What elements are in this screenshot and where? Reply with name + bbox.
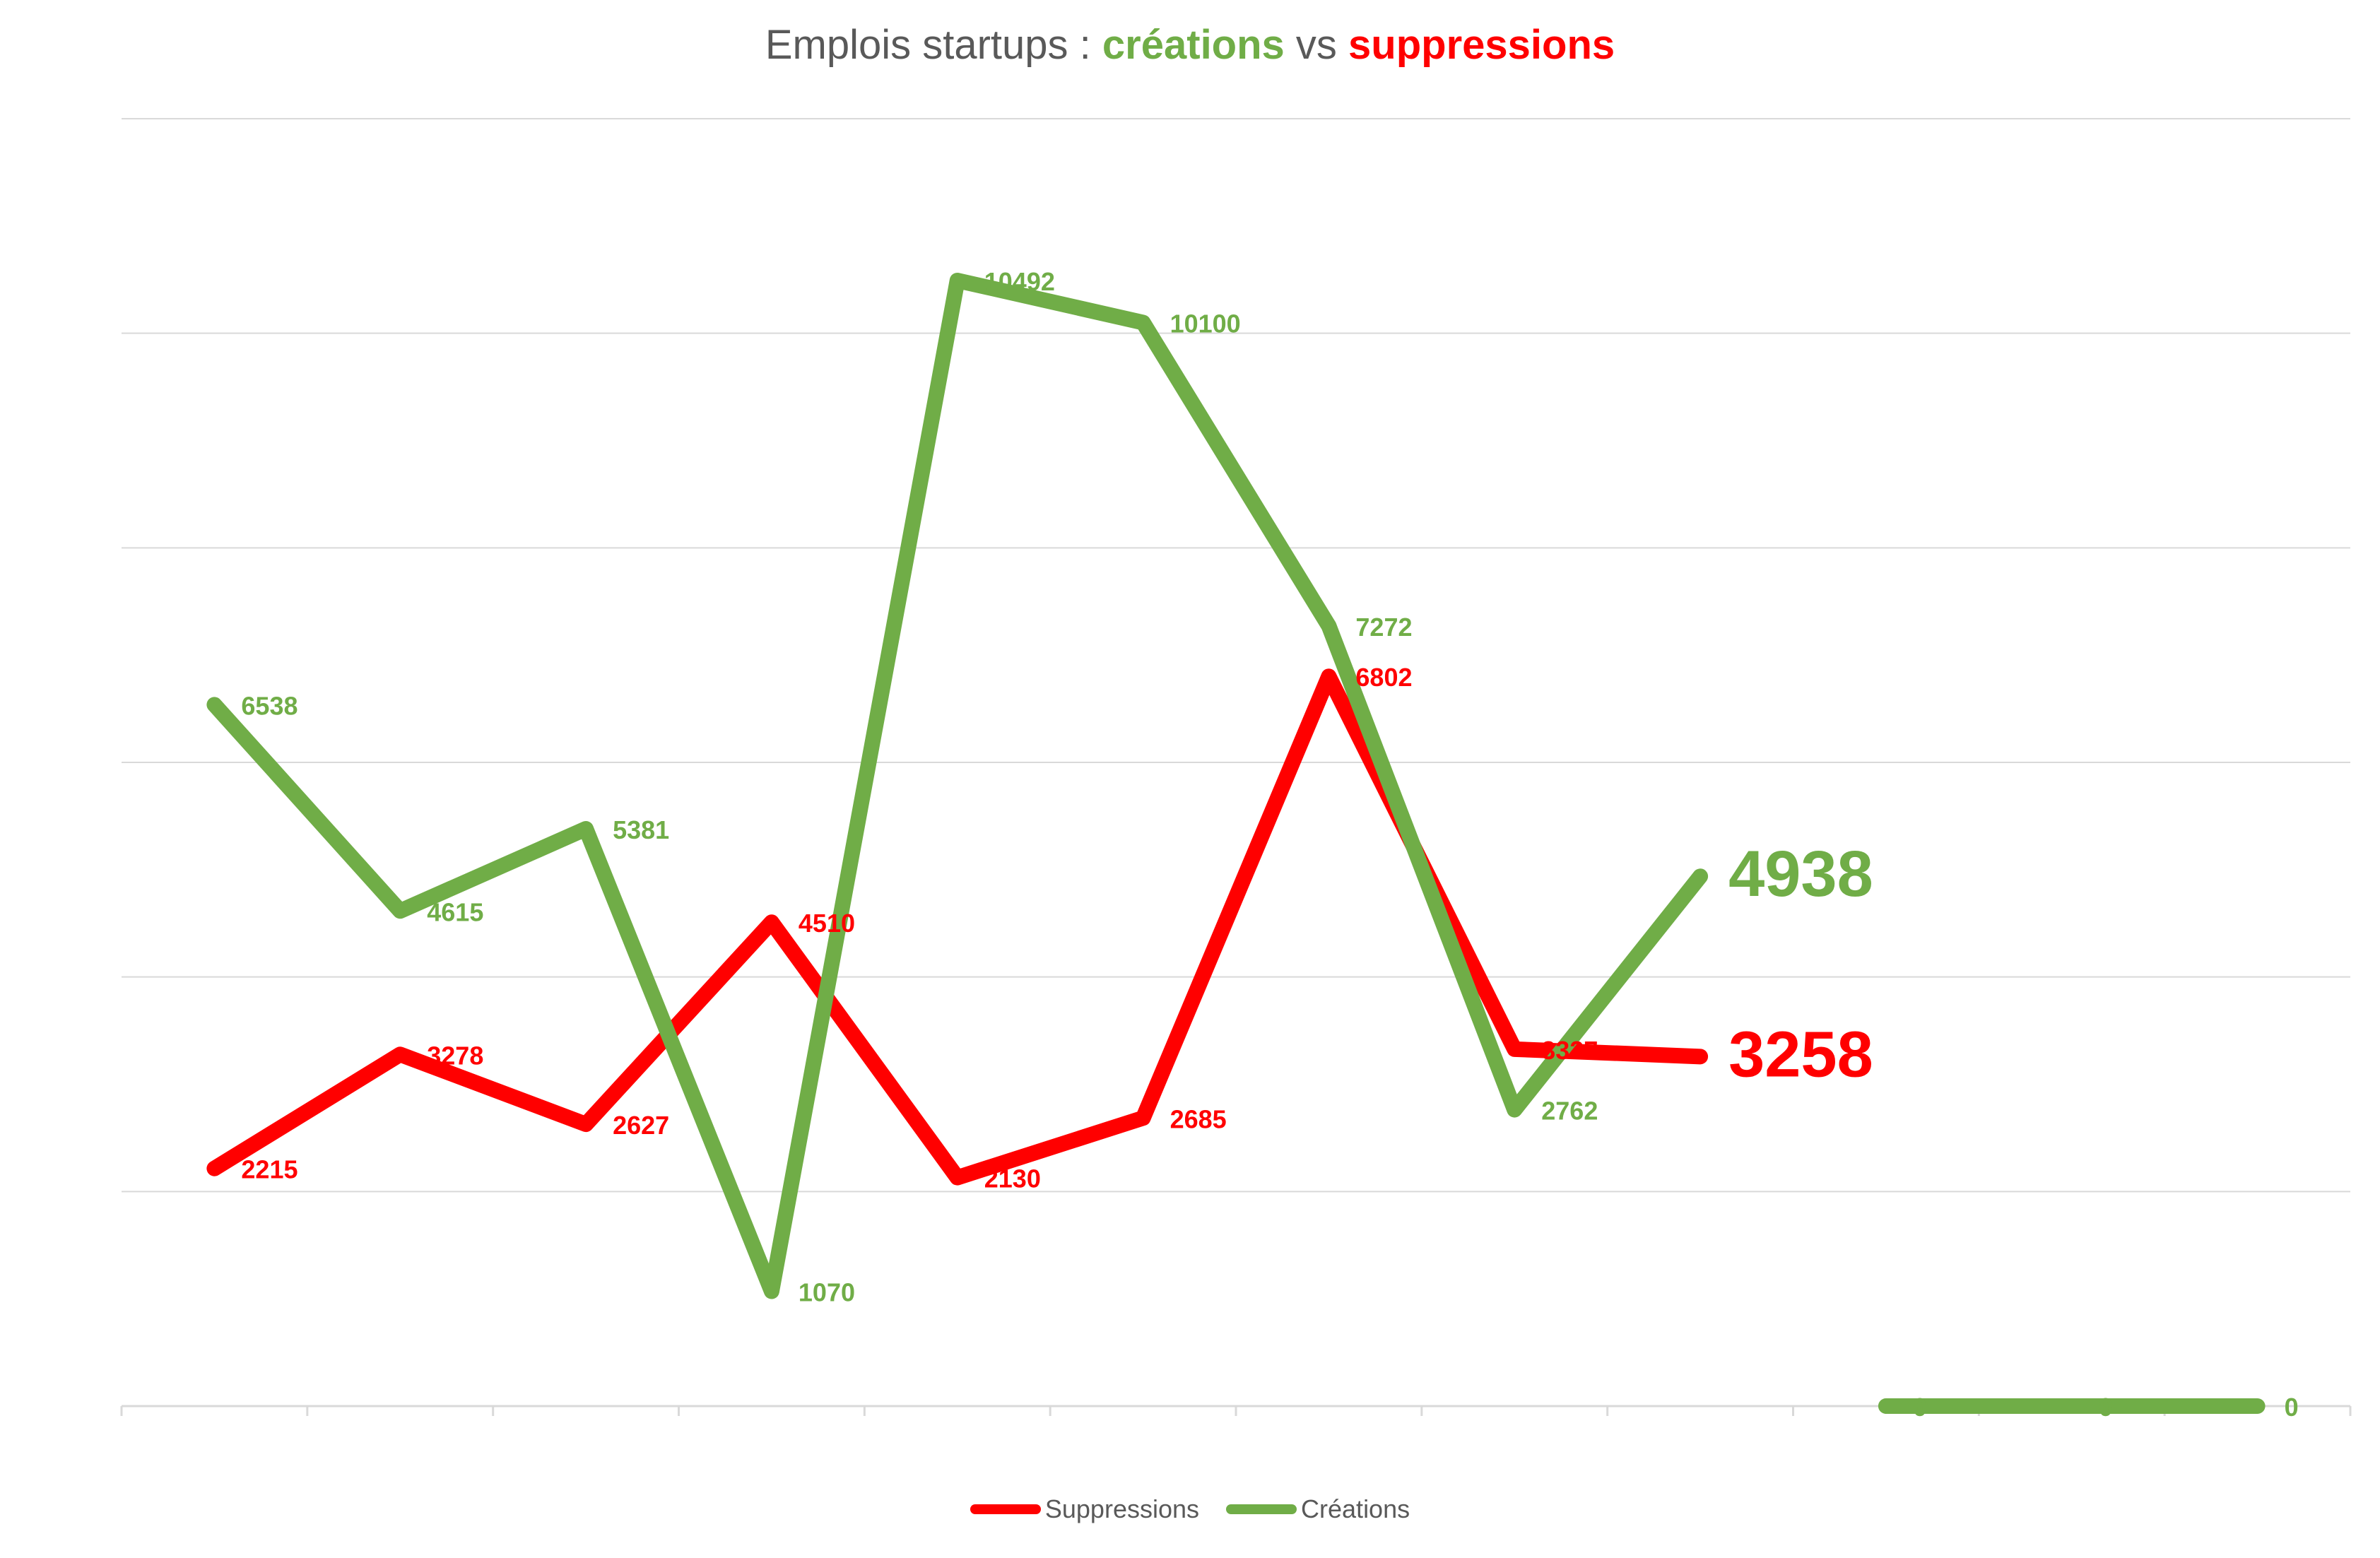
data-label-creations: 7272 xyxy=(1355,613,1412,642)
data-label-creations: 6538 xyxy=(241,691,298,720)
data-label-creations: 2762 xyxy=(1541,1097,1598,1126)
data-label-creations: 1070 xyxy=(799,1278,855,1307)
legend-item-creations: Créations xyxy=(1226,1494,1410,1524)
legend-item-suppressions: Suppressions xyxy=(970,1494,1199,1524)
data-label-creations: 0 xyxy=(2285,1393,2299,1422)
title-part-1: Emplois startups : xyxy=(765,22,1102,68)
title-part-3: vs xyxy=(1284,22,1349,68)
series-line-suppressions xyxy=(206,668,1709,1186)
chart-title: Emplois startups : créations vs suppress… xyxy=(0,21,2380,69)
data-label-suppressions: 2685 xyxy=(1170,1104,1227,1133)
data-label-creations: 10100 xyxy=(1170,309,1241,338)
data-label-suppressions: 2130 xyxy=(984,1164,1041,1193)
data-label-suppressions: 2627 xyxy=(613,1111,669,1140)
data-label-creations: 4938 xyxy=(1728,838,1873,910)
legend-label-suppressions: Suppressions xyxy=(1044,1494,1200,1523)
title-part-2: créations xyxy=(1102,22,1285,68)
data-label-creations: 0 xyxy=(2099,1393,2113,1422)
data-label-creations: 5381 xyxy=(613,815,669,844)
data-label-creations: 4615 xyxy=(427,897,483,926)
data-label-creations: 0 xyxy=(1913,1393,1927,1422)
legend: Suppressions Créations xyxy=(0,1491,2380,1524)
series-line-creations xyxy=(206,272,1709,1299)
data-label-suppressions: 3258 xyxy=(1728,1018,1873,1090)
data-label-suppressions: 2215 xyxy=(241,1155,298,1184)
data-label-suppressions: 6802 xyxy=(1355,663,1412,692)
legend-label-creations: Créations xyxy=(1301,1494,1410,1523)
legend-swatch-creations xyxy=(1226,1504,1297,1514)
data-label-creations: 10492 xyxy=(984,267,1055,296)
data-label-suppressions: 3327 xyxy=(1541,1036,1598,1065)
title-part-4: suppressions xyxy=(1348,22,1615,68)
legend-swatch-suppressions xyxy=(970,1504,1041,1514)
data-label-suppressions: 3278 xyxy=(427,1041,483,1070)
data-label-suppressions: 4510 xyxy=(799,909,855,938)
